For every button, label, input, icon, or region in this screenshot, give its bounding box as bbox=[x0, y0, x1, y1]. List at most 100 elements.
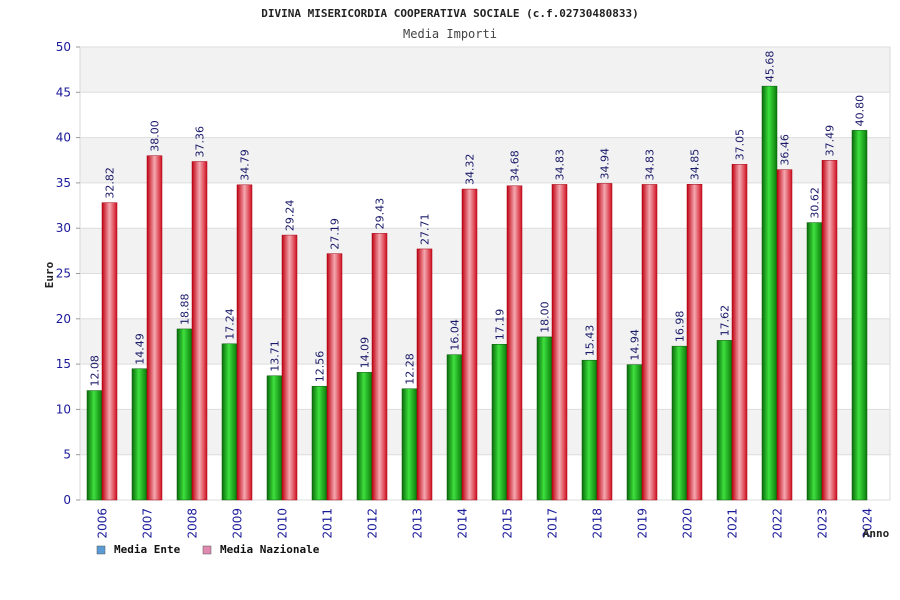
bar-media-nazionale bbox=[461, 188, 478, 501]
x-tick-label: 2008 bbox=[186, 508, 200, 539]
data-label: 12.28 bbox=[404, 353, 417, 385]
x-tick-label: 2015 bbox=[501, 508, 515, 539]
chart-subtitle: Media Importi bbox=[403, 27, 497, 41]
data-label: 17.62 bbox=[719, 305, 732, 337]
bar-media-nazionale bbox=[821, 160, 838, 501]
bar-media-ente bbox=[761, 85, 778, 501]
y-tick-label: 50 bbox=[56, 40, 71, 54]
plot-background bbox=[79, 46, 891, 501]
data-label: 12.08 bbox=[89, 355, 102, 387]
data-label: 12.56 bbox=[314, 351, 327, 383]
bar-media-ente bbox=[446, 354, 463, 501]
bar-media-nazionale bbox=[731, 164, 748, 501]
y-axis-label: Euro bbox=[43, 261, 56, 288]
plot-band bbox=[80, 454, 890, 500]
data-label: 16.04 bbox=[449, 319, 462, 351]
x-tick-label: 2024 bbox=[861, 508, 875, 539]
data-label: 30.62 bbox=[809, 187, 822, 219]
y-tick-label: 5 bbox=[63, 448, 71, 462]
y-tick-label: 0 bbox=[63, 493, 71, 507]
legend-swatch bbox=[96, 545, 106, 555]
bar-media-ente bbox=[401, 388, 418, 501]
x-tick-label: 2022 bbox=[771, 508, 785, 539]
bar-media-ente bbox=[491, 344, 508, 501]
data-label: 17.19 bbox=[494, 309, 507, 341]
bar-media-nazionale bbox=[641, 184, 658, 501]
bar-media-ente bbox=[266, 375, 283, 501]
data-label: 29.24 bbox=[284, 200, 297, 232]
data-label: 40.80 bbox=[854, 95, 867, 127]
y-tick-label: 25 bbox=[56, 267, 71, 281]
plot-band bbox=[80, 364, 890, 410]
x-axis-label: Anno bbox=[863, 527, 890, 540]
x-axis: 2006 2007 2008 2009 2010 2011 2012 2013 2014 2015… bbox=[96, 508, 875, 539]
data-label: 27.19 bbox=[329, 218, 342, 250]
bar-media-nazionale bbox=[776, 169, 793, 501]
bar-media-nazionale bbox=[191, 161, 208, 501]
y-tick-label: 35 bbox=[56, 176, 71, 190]
data-label: 37.36 bbox=[194, 126, 207, 158]
bar-media-ente bbox=[626, 364, 643, 501]
bar-media-ente bbox=[716, 340, 733, 501]
x-tick-label: 2007 bbox=[141, 508, 155, 539]
data-label: 34.83 bbox=[554, 149, 567, 181]
y-tick-label: 15 bbox=[56, 357, 71, 371]
data-label: 34.32 bbox=[464, 154, 477, 186]
data-label: 27.71 bbox=[419, 213, 432, 245]
data-label: 14.94 bbox=[629, 329, 642, 361]
data-label: 15.43 bbox=[584, 325, 597, 357]
legend-swatch bbox=[202, 545, 212, 555]
data-label: 16.98 bbox=[674, 311, 687, 343]
bar-media-ente bbox=[86, 390, 103, 501]
x-tick-label: 2021 bbox=[726, 508, 740, 539]
x-tick-label: 2018 bbox=[591, 508, 605, 539]
data-label: 29.43 bbox=[374, 198, 387, 230]
bar-media-ente bbox=[581, 359, 598, 501]
bar-media-ente bbox=[851, 130, 868, 501]
data-label: 18.00 bbox=[539, 301, 552, 333]
bar-media-nazionale bbox=[146, 155, 163, 501]
plot-band bbox=[80, 228, 890, 274]
gridlines bbox=[80, 46, 890, 501]
data-label: 17.24 bbox=[224, 308, 237, 340]
plot-band bbox=[80, 273, 890, 319]
x-tick-label: 2013 bbox=[411, 508, 425, 539]
x-tick-label: 2011 bbox=[321, 508, 335, 539]
legend-label: Media Ente bbox=[114, 543, 181, 556]
x-tick-label: 2009 bbox=[231, 508, 245, 539]
bar-media-ente bbox=[131, 368, 148, 501]
y-tick-label: 20 bbox=[56, 312, 71, 326]
bar-media-ente bbox=[311, 385, 328, 501]
bar-media-nazionale bbox=[281, 234, 298, 501]
bar-media-ente bbox=[671, 345, 688, 501]
plot-band bbox=[80, 318, 890, 365]
y-tick-label: 10 bbox=[56, 402, 71, 416]
data-label: 34.94 bbox=[599, 148, 612, 180]
y-tick-label: 30 bbox=[56, 221, 71, 235]
plot-band bbox=[80, 409, 890, 455]
bar-media-ente bbox=[221, 343, 238, 501]
plot-band bbox=[80, 92, 890, 138]
bar-media-nazionale bbox=[326, 253, 343, 501]
bar-media-nazionale bbox=[506, 185, 523, 501]
x-tick-label: 2020 bbox=[681, 508, 695, 539]
data-label: 37.05 bbox=[734, 129, 747, 161]
bar-media-nazionale bbox=[686, 184, 703, 501]
x-tick-label: 2017 bbox=[546, 508, 560, 539]
y-tick-label: 45 bbox=[56, 85, 71, 99]
data-label: 34.85 bbox=[689, 149, 702, 181]
data-label: 34.68 bbox=[509, 150, 522, 182]
x-tick-label: 2006 bbox=[96, 508, 110, 539]
y-axis: 0 5 10 15 20 25 30 35 40 45 50 bbox=[56, 40, 80, 507]
data-label: 45.68 bbox=[764, 51, 777, 83]
data-label: 14.49 bbox=[134, 333, 147, 365]
data-label: 32.82 bbox=[104, 167, 117, 199]
bar-media-ente bbox=[176, 328, 193, 501]
data-label: 36.46 bbox=[779, 134, 792, 166]
x-tick-label: 2023 bbox=[816, 508, 830, 539]
data-label: 34.83 bbox=[644, 149, 657, 181]
bar-media-nazionale bbox=[596, 183, 613, 501]
y-tick-label: 40 bbox=[56, 131, 71, 145]
bar-media-ente bbox=[806, 222, 823, 501]
